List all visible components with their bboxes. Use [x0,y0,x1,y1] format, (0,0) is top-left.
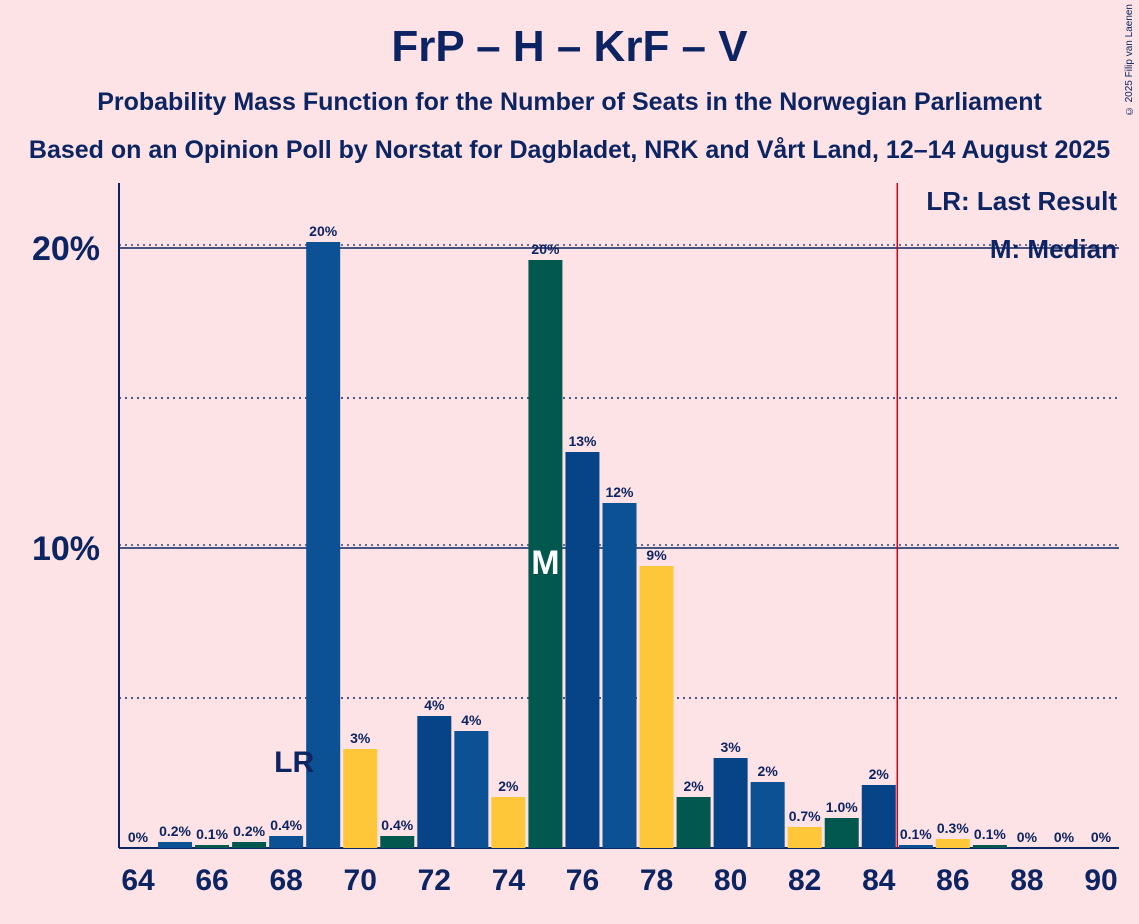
chart-subtitle-poll: Based on an Opinion Poll by Norstat for … [28,136,1111,164]
data-label-89: 0% [1054,829,1075,845]
bar-73 [454,731,489,848]
data-label-88: 0% [1017,829,1038,845]
data-label-69: 20% [309,223,338,239]
x-tick-label: 70 [344,864,377,897]
data-label-90: 0% [1091,829,1112,845]
bar-65 [158,842,193,848]
bar-75 [528,260,563,848]
data-label-78: 9% [646,547,667,563]
bar-71 [380,836,415,848]
data-label-75: 20% [531,241,560,257]
bar-82 [787,827,822,848]
x-tick-label: 72 [418,864,451,897]
bar-83 [824,818,859,848]
chart-subtitle: Probability Mass Function for the Number… [97,88,1042,116]
data-label-84: 2% [869,766,890,782]
data-label-86: 0.3% [937,820,969,836]
bar-68 [269,836,304,848]
bar-85 [898,845,933,848]
bar-78 [639,566,674,848]
x-tick-label: 88 [1010,864,1043,897]
data-label-76: 13% [568,433,597,449]
bar-84 [861,785,896,848]
bar-69 [306,242,341,848]
data-label-65: 0.2% [159,823,191,839]
x-tick-label: 78 [640,864,673,897]
x-tick-label: 90 [1084,864,1117,897]
legend-last-result: LR: Last Result [926,186,1117,216]
x-tick-label: 86 [936,864,969,897]
data-label-74: 2% [498,778,519,794]
bar-79 [676,797,711,848]
bar-86 [935,839,970,848]
bar-81 [750,782,785,848]
x-tick-label: 82 [788,864,821,897]
bar-80 [713,758,748,848]
x-tick-label: 74 [492,864,526,897]
data-label-64: 0% [128,829,149,845]
data-label-67: 0.2% [233,823,265,839]
y-tick-label: 10% [32,530,100,568]
data-label-77: 12% [605,484,634,500]
data-label-82: 0.7% [789,808,821,824]
data-label-85: 0.1% [900,826,932,842]
y-tick-label: 20% [32,230,100,268]
last-result-marker: LR [274,746,314,779]
bar-67 [232,842,267,848]
data-label-70: 3% [350,730,371,746]
legend-median: M: Median [990,234,1117,264]
bar-76 [565,452,600,848]
data-label-68: 0.4% [270,817,302,833]
x-tick-label: 68 [269,864,302,897]
chart-title: FrP – H – KrF – V [391,22,748,71]
median-marker: M [531,544,559,582]
data-label-81: 2% [758,763,779,779]
bar-66 [195,845,230,848]
x-tick-label: 84 [862,864,896,897]
x-tick-label: 66 [195,864,228,897]
data-label-71: 0.4% [381,817,413,833]
data-label-83: 1.0% [826,799,858,815]
x-tick-label: 64 [121,864,155,897]
x-tick-label: 80 [714,864,747,897]
data-label-79: 2% [683,778,704,794]
bar-70 [343,749,378,848]
data-label-80: 3% [720,739,741,755]
bar-74 [491,797,526,848]
data-label-73: 4% [461,712,482,728]
x-tick-label: 76 [566,864,599,897]
bar-77 [602,503,637,848]
data-label-87: 0.1% [974,826,1006,842]
data-label-66: 0.1% [196,826,228,842]
data-label-72: 4% [424,697,445,713]
bar-87 [972,845,1007,848]
bar-72 [417,716,452,848]
